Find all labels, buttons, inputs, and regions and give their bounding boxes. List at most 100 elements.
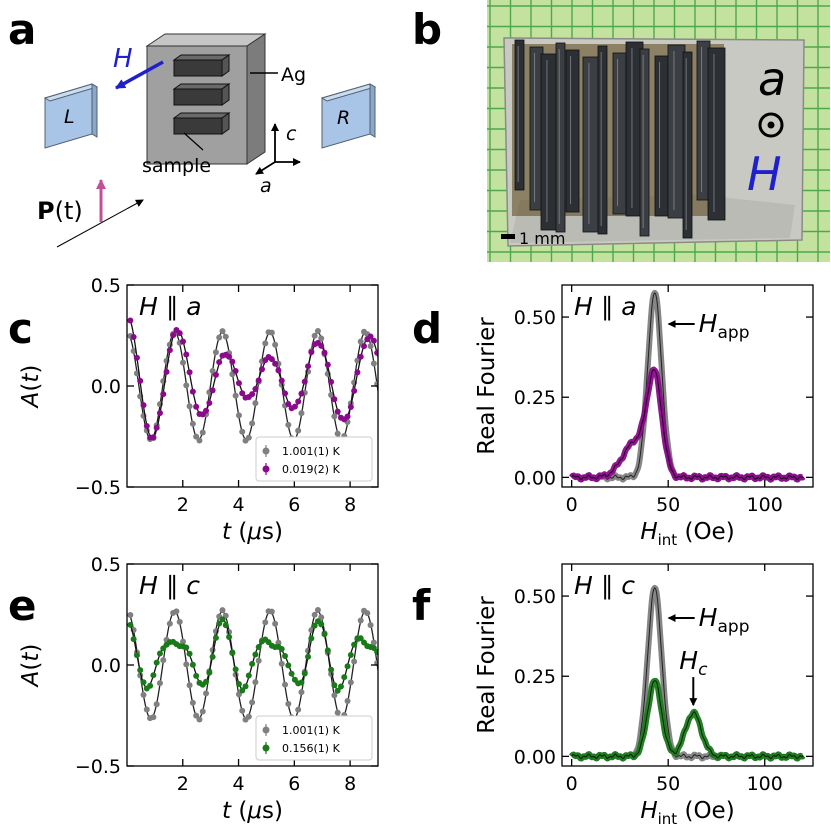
data-point — [239, 390, 246, 397]
data-point — [255, 377, 262, 384]
panel-b: b a H 1 mm — [412, 0, 830, 262]
data-point — [249, 699, 256, 706]
data-point — [255, 657, 262, 664]
data-point — [285, 400, 292, 407]
legend-box — [255, 436, 373, 482]
data-point — [268, 356, 275, 363]
data-point — [186, 650, 193, 657]
data-point — [229, 649, 236, 656]
panel-f-chart: f 0 50 100 0.00 0.25 0.50 Hint (Oe) Real Fourier… — [412, 563, 814, 828]
data-point — [219, 328, 226, 335]
legend-label: 0.156(1) K — [282, 742, 341, 755]
plot-area — [127, 317, 378, 444]
fourier-series-line — [571, 680, 804, 760]
beam-arrow — [56, 199, 144, 248]
data-point — [374, 648, 378, 655]
y-tick-label: 0.50 — [514, 586, 556, 608]
annotation-rhs: a — [186, 292, 201, 321]
annotation-parallel: ∥ — [158, 571, 186, 600]
data-point — [298, 390, 305, 397]
annotation-lhs: H — [574, 571, 593, 600]
y-tick-label: −0.5 — [75, 477, 121, 499]
second-peak-label-sub: c — [698, 660, 708, 680]
data-point — [331, 413, 338, 420]
x-axis-label-unit: s) — [262, 798, 283, 824]
data-point — [311, 622, 318, 629]
data-point — [189, 420, 196, 427]
scale-bar — [501, 234, 515, 239]
data-point — [252, 651, 259, 658]
data-point — [127, 621, 134, 628]
y-tick-label: 0.0 — [91, 655, 121, 677]
data-point — [347, 652, 354, 659]
data-point — [334, 709, 341, 716]
y-axis-label-var: A — [18, 392, 44, 410]
crystal — [654, 55, 669, 217]
data-point — [216, 620, 223, 627]
axes-frame — [561, 284, 814, 488]
y-tick-label: 0.25 — [514, 387, 556, 409]
y-axis-label-paren: ( — [18, 383, 44, 392]
data-point — [133, 652, 140, 659]
photo-axis-label: a — [758, 52, 786, 106]
sample-label: sample — [142, 155, 211, 177]
x-tick-label: 2 — [177, 494, 189, 516]
data-point — [288, 670, 295, 677]
data-point — [328, 392, 335, 398]
data-point — [166, 347, 173, 354]
data-point — [235, 412, 242, 419]
annotation-lhs: H — [139, 571, 158, 600]
data-point — [262, 619, 269, 626]
data-point — [298, 689, 305, 696]
right-detector-label: R — [337, 107, 350, 129]
data-point — [318, 335, 325, 342]
data-point — [255, 644, 262, 651]
data-point — [295, 427, 302, 434]
data-point — [153, 701, 160, 708]
data-point — [140, 679, 147, 686]
x-axis-label-var: H — [640, 519, 657, 545]
data-point — [193, 672, 200, 679]
crystals — [512, 39, 726, 239]
y-tick-label: 0.5 — [91, 554, 121, 576]
x-tick-label: 100 — [747, 494, 783, 516]
fourier-series-band — [569, 677, 806, 762]
x-tick-label: 4 — [233, 494, 245, 516]
x-axis-label-unit: ( — [231, 519, 247, 545]
data-point — [140, 691, 147, 698]
peak-label-sub: app — [717, 323, 749, 343]
legend-marker — [262, 447, 270, 455]
data-point — [344, 663, 351, 670]
left-detector-label: L — [64, 106, 75, 128]
plot-area — [127, 607, 378, 723]
data-point — [295, 706, 302, 713]
x-axis-label-unit: s) — [262, 519, 283, 545]
fit-line — [129, 331, 378, 441]
data-point — [278, 377, 285, 384]
data-point — [212, 634, 219, 641]
data-point — [196, 437, 203, 444]
data-point — [258, 366, 265, 373]
data-point — [180, 359, 186, 366]
y-axis-label: A(t) — [18, 365, 44, 410]
x-tick-label: 6 — [288, 773, 300, 795]
out-of-plane-symbol — [758, 112, 784, 138]
sample-bars — [172, 54, 231, 135]
data-point — [268, 608, 275, 615]
peak-label: Happ — [699, 309, 750, 343]
data-point — [176, 618, 183, 625]
data-point — [301, 378, 308, 385]
data-point — [196, 716, 203, 723]
data-point — [189, 699, 196, 706]
data-point — [147, 682, 154, 689]
data-point — [222, 622, 229, 629]
data-point — [232, 367, 239, 374]
holder-label: Ag — [281, 64, 306, 86]
data-point — [206, 400, 213, 407]
data-point — [334, 430, 341, 437]
fourier-series-line — [571, 368, 804, 481]
silver-holder — [145, 33, 267, 165]
data-point — [199, 708, 206, 715]
data-point — [242, 683, 249, 690]
